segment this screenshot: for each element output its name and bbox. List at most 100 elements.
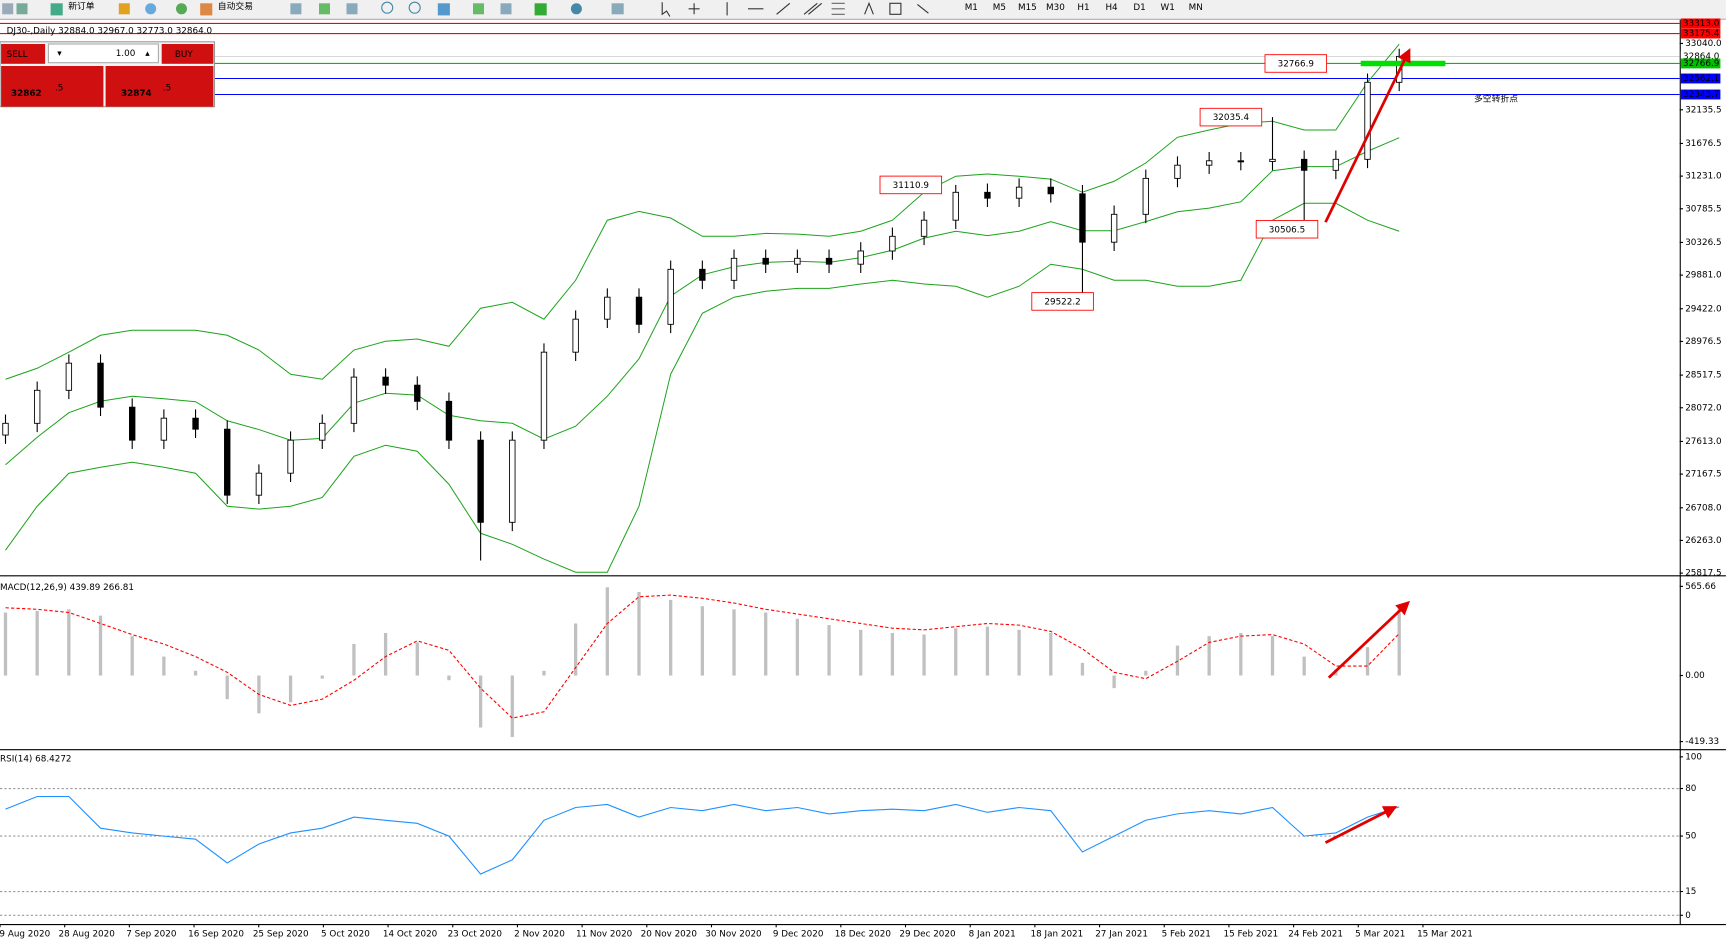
icon[interactable] (145, 3, 157, 15)
price-tag (1680, 89, 1721, 100)
candle-body (730, 257, 738, 281)
price-tag-label: 32864.0 (1683, 52, 1720, 62)
icon[interactable] (118, 3, 130, 15)
y-tick-label: 31676.5 (1685, 139, 1721, 149)
timeframe-button[interactable]: M30 (1046, 3, 1065, 13)
y-tick-label: 32135.5 (1685, 105, 1721, 115)
candle-body (287, 439, 294, 474)
fibo-tool[interactable] (831, 2, 845, 15)
candle-body (889, 235, 896, 252)
timeframe-button[interactable]: M1 (965, 3, 978, 13)
templates[interactable] (611, 3, 624, 15)
zoom-in[interactable] (381, 1, 394, 14)
label-tool[interactable] (889, 2, 902, 15)
candle-body (762, 257, 769, 265)
icon[interactable] (473, 3, 484, 15)
lot-input[interactable] (47, 43, 159, 64)
y-tick-label: 565.66 (1685, 582, 1716, 592)
x-tick-label: 27 Jan 2021 (1095, 929, 1148, 939)
macd-bar (1239, 632, 1243, 676)
sell-label[interactable]: SELL (7, 50, 28, 60)
x-tick-label: 5 Mar 2021 (1355, 929, 1405, 939)
channel-tool[interactable] (803, 2, 823, 15)
text-tool[interactable] (864, 1, 874, 15)
price-annotation-box (1031, 292, 1094, 311)
macd-bar (35, 610, 39, 676)
icon[interactable] (319, 3, 330, 15)
macd-bar (352, 643, 356, 676)
buy-button[interactable] (161, 44, 214, 64)
candle-body (1364, 81, 1371, 160)
x-tick-label: 25 Sep 2020 (253, 929, 309, 939)
y-tick-label: 33040.0 (1685, 39, 1722, 49)
macd-bar (193, 670, 198, 676)
candle-body (1079, 193, 1086, 243)
price-annotation-box (1264, 54, 1328, 73)
buy-label[interactable]: BUY (175, 50, 193, 60)
macd-bar (1049, 632, 1053, 676)
ask-box[interactable] (105, 66, 214, 107)
icon[interactable] (176, 3, 187, 15)
timeframe-button[interactable]: H4 (1105, 3, 1118, 13)
timeframe-button[interactable]: M5 (993, 3, 1006, 13)
toolbar-bg (0, 0, 1726, 19)
y-tick-label: 15 (1685, 887, 1696, 897)
arrows-tool[interactable] (917, 3, 929, 14)
price-tag-label: 33313.0 (1683, 19, 1720, 29)
macd-bar (447, 675, 451, 681)
macd-bar (985, 626, 990, 676)
timeframe-button[interactable]: W1 (1161, 3, 1175, 13)
auto-trading-button[interactable]: 自动交易 (218, 0, 253, 12)
y-tick-label: 27167.5 (1685, 470, 1721, 480)
price-tag (1680, 51, 1721, 62)
crosshair-tool[interactable] (688, 3, 700, 15)
lot-down[interactable]: ▾ (57, 49, 62, 59)
candle-body (1269, 158, 1276, 162)
y-tick-label: 25817.5 (1685, 569, 1721, 579)
cursor-tool[interactable] (661, 2, 671, 17)
candle-body (1142, 177, 1149, 215)
axis-bg (1679, 19, 1726, 925)
x-tick-label: 15 Feb 2021 (1224, 929, 1279, 939)
timeframe-button[interactable]: D1 (1133, 3, 1145, 13)
trendline-tool[interactable] (776, 2, 791, 15)
candle-body (635, 296, 643, 325)
timeframe-button[interactable]: MN (1189, 3, 1203, 13)
macd-bar (954, 628, 958, 676)
auto-trading-icon[interactable] (200, 3, 213, 16)
candle-body (160, 417, 168, 441)
ask-price: 32874 (121, 89, 152, 99)
periods[interactable] (570, 3, 582, 15)
candle-body (572, 318, 579, 353)
icon[interactable] (437, 3, 450, 16)
lot-value[interactable]: 1.00 (116, 49, 136, 59)
icon[interactable] (2, 3, 14, 15)
candle-body (414, 384, 421, 402)
icon[interactable] (346, 3, 358, 15)
new-order-icon[interactable] (50, 3, 63, 16)
timeframe-button[interactable]: M15 (1018, 3, 1037, 13)
candle-body (1237, 160, 1245, 163)
bid-box[interactable] (1, 66, 104, 107)
sell-button[interactable] (1, 44, 46, 64)
icon[interactable] (500, 3, 512, 15)
macd-bar (383, 632, 388, 676)
icon[interactable] (290, 3, 302, 15)
bollinger-band (5, 43, 1400, 380)
icon[interactable] (16, 3, 28, 15)
x-tick-label: 9 Dec 2020 (773, 929, 824, 939)
x-tick-label: 14 Oct 2020 (383, 929, 438, 939)
macd-bar (732, 609, 736, 676)
zoom-out[interactable] (408, 1, 421, 14)
price-tag (1680, 18, 1721, 29)
lot-up[interactable]: ▴ (145, 49, 150, 59)
macd-bar (1207, 636, 1211, 676)
macd-bar (98, 615, 103, 676)
macd-bar (922, 634, 926, 676)
timeframe-button[interactable]: H1 (1077, 3, 1089, 13)
candle-body (920, 219, 928, 237)
new-order-button[interactable]: 新订单 (68, 0, 95, 12)
indicators[interactable] (534, 3, 547, 16)
y-tick-label: 31231.0 (1685, 172, 1722, 182)
